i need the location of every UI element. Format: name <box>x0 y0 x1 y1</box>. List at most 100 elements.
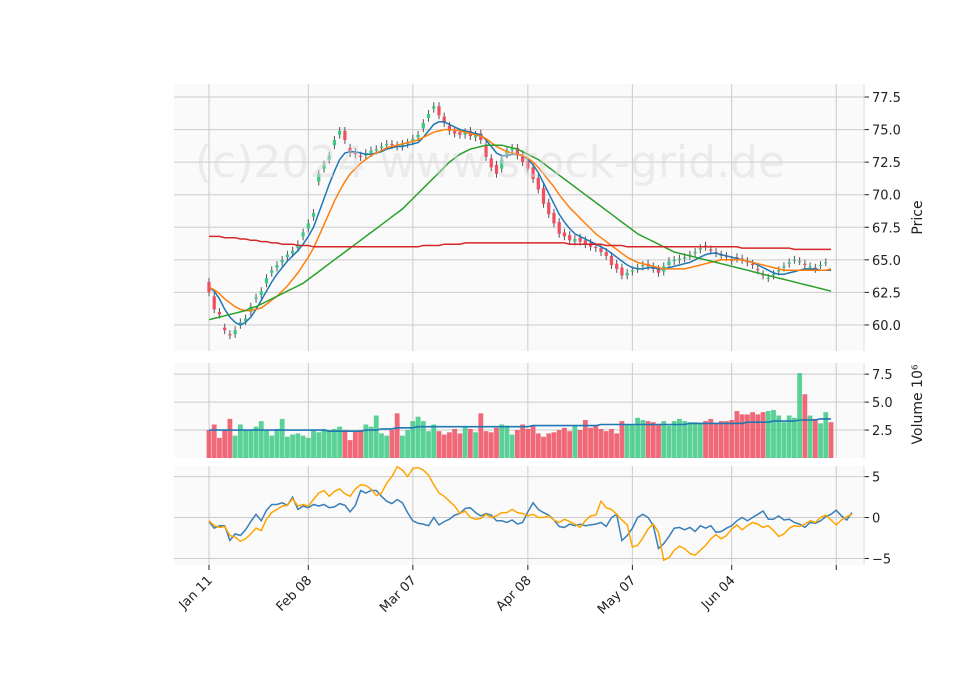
candle-up <box>625 272 629 276</box>
volume-bar <box>750 412 756 458</box>
volume-bar <box>384 435 390 458</box>
volume-bar <box>682 421 688 458</box>
y-tick-label: 67.5 <box>872 221 901 236</box>
candle-up <box>808 266 812 268</box>
volume-bar <box>342 430 348 458</box>
volume-bar <box>253 426 259 458</box>
volume-bar <box>792 417 797 458</box>
candle-down <box>541 188 546 204</box>
candle-down <box>353 151 357 155</box>
volume-bar <box>504 425 510 458</box>
x-tick-label: Jan 11 <box>176 573 216 613</box>
candle-up <box>411 138 415 142</box>
candle-up <box>301 232 305 237</box>
volume-bar <box>734 411 740 458</box>
volume-bar <box>588 427 593 458</box>
candle-up <box>327 155 331 160</box>
volume-bar <box>462 426 468 458</box>
volume-bar <box>499 424 505 458</box>
volume-bar <box>316 432 322 458</box>
y-tick-label: 5 <box>872 471 880 486</box>
moving-average-slow <box>208 144 832 321</box>
volume-bar <box>535 433 541 458</box>
volume-bar <box>222 430 228 458</box>
candle-up <box>249 306 253 312</box>
volume-bar <box>551 432 557 458</box>
candle-up <box>641 265 645 267</box>
price-panel: 60.0 62.5 65.0 67.5 70.0 72.5 75.0 77.5 Price <box>174 84 926 351</box>
candle-up <box>432 106 436 109</box>
candle-down <box>578 237 582 242</box>
volume-bar <box>243 430 248 458</box>
candle-up <box>259 291 263 295</box>
volume-bar <box>687 422 693 458</box>
volume-bar <box>828 422 834 458</box>
candle-up <box>798 261 802 263</box>
candle-down <box>547 202 551 215</box>
volume-bar <box>609 428 614 458</box>
y-axis-title: Volume 10⁶ <box>910 364 926 444</box>
volume-bar <box>211 424 217 458</box>
volume-bar <box>394 413 400 458</box>
y-tick-label: 70.0 <box>872 189 901 204</box>
volume-bar <box>818 423 823 458</box>
volume-bar <box>426 431 431 458</box>
y-tick-label: 72.5 <box>872 156 901 171</box>
candle-up <box>416 134 420 138</box>
volume-bar <box>405 430 411 458</box>
volume-bar <box>217 437 222 458</box>
volume-bar <box>807 415 813 458</box>
volume-bar <box>368 426 374 458</box>
volume-bar <box>399 435 405 458</box>
volume-bar <box>258 421 264 458</box>
candle-down <box>756 268 760 271</box>
volume-bar <box>786 415 792 458</box>
volume-bar <box>640 420 646 458</box>
volume-bar <box>598 428 604 458</box>
candle-up <box>426 113 431 118</box>
volume-bar <box>760 412 766 458</box>
volume-bar <box>603 431 609 458</box>
y-tick-label: −5 <box>872 552 891 567</box>
candle-down <box>531 167 535 180</box>
volume-bar <box>739 414 745 458</box>
volume-bar <box>572 425 578 458</box>
candle-down <box>343 130 347 141</box>
volume-bar <box>494 427 499 458</box>
candle-up <box>824 262 828 264</box>
volume-bar <box>248 430 254 458</box>
volume-bar <box>724 421 729 458</box>
candle-down <box>604 252 608 256</box>
volume-bar <box>624 424 630 458</box>
candle-up <box>322 164 326 169</box>
volume-bar <box>671 421 677 458</box>
candle-down <box>750 263 755 266</box>
candle-down <box>484 145 488 157</box>
volume-bar <box>290 434 296 458</box>
candle-down <box>520 154 525 163</box>
volume-bar <box>718 421 724 458</box>
volume-bar <box>509 434 515 458</box>
candle-up <box>683 257 687 259</box>
volume-bar <box>629 424 635 458</box>
x-tick-label: Feb 08 <box>274 573 316 615</box>
candle-up <box>500 159 504 169</box>
candle-down <box>709 249 713 251</box>
volume-bar <box>237 424 243 458</box>
candle-up <box>233 330 237 335</box>
candle-down <box>447 125 452 131</box>
candle-up <box>332 140 337 146</box>
candle-up <box>693 252 697 254</box>
candle-down <box>557 222 561 234</box>
volume-bar <box>363 424 369 458</box>
candle-down <box>358 155 363 157</box>
candle-down <box>228 334 232 336</box>
volume-bar <box>274 428 280 458</box>
volume-bar <box>452 428 458 458</box>
candle-up <box>238 322 242 325</box>
volume-bar <box>473 432 478 458</box>
volume-bar <box>713 423 719 458</box>
candle-up <box>818 265 823 267</box>
volume-bar <box>358 430 363 458</box>
volume-bar <box>467 428 473 458</box>
